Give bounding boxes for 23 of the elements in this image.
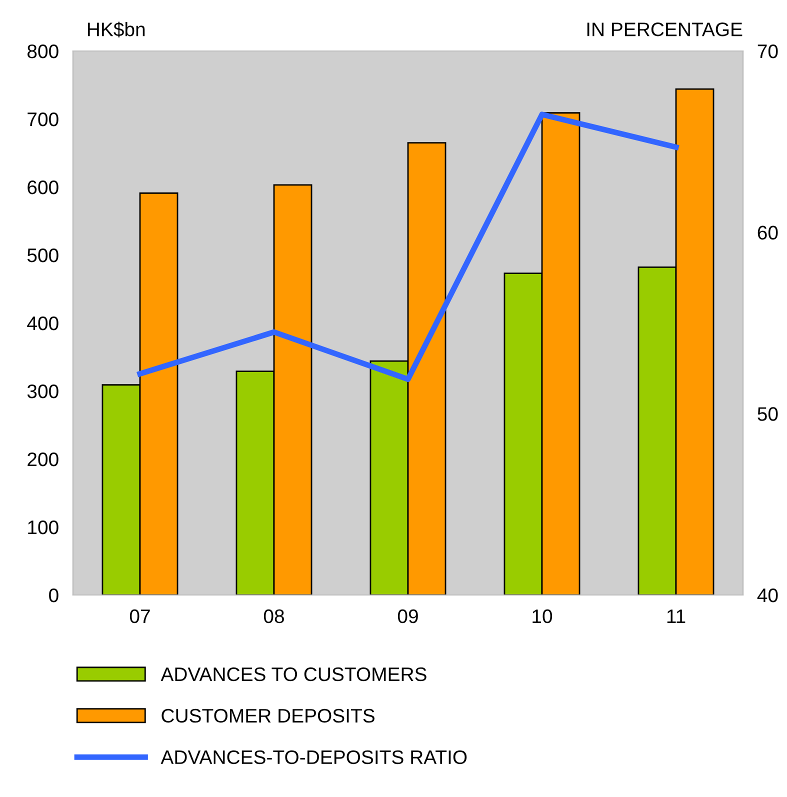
- y2-tick-label: 40: [757, 588, 778, 602]
- y-tick-label: 500: [27, 248, 58, 262]
- y-tick-label: 200: [28, 452, 58, 466]
- y2-axis-title: IN PERCENTAGE: [587, 22, 742, 36]
- x-tick-label: 08: [264, 609, 284, 624]
- x-tick-label: 11: [667, 610, 686, 623]
- y-axis-title: HK$bn: [88, 22, 145, 38]
- x-tick-label: 07: [130, 609, 150, 624]
- y-tick-label: 300: [27, 384, 58, 398]
- y-tick-label: 400: [27, 316, 58, 330]
- legend-label: CUSTOMER DEPOSITS: [162, 708, 374, 723]
- y-tick-label: 0: [49, 588, 58, 602]
- y-tick-label: 100: [28, 520, 58, 534]
- y2-tick-label: 70: [758, 44, 778, 58]
- y2-tick-label: 60: [758, 226, 778, 240]
- y-tick-label: 600: [28, 180, 58, 194]
- x-tick-label: 10: [532, 609, 552, 624]
- x-tick-label: 09: [398, 609, 418, 624]
- y2-tick-label: 50: [758, 407, 778, 421]
- y-tick-label: 800: [28, 44, 58, 58]
- legend-label: ADVANCES-TO-DEPOSITS RATIO: [160, 750, 467, 764]
- y-tick-label: 700: [28, 112, 58, 126]
- legend-label: ADVANCES TO CUSTOMERS: [160, 667, 426, 682]
